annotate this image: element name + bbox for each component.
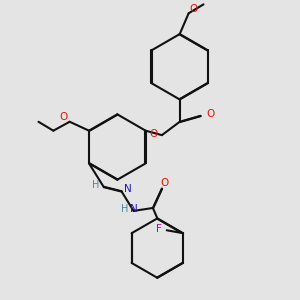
- Text: O: O: [206, 109, 214, 119]
- Text: N: N: [124, 184, 131, 194]
- Text: F: F: [156, 224, 162, 234]
- Text: N: N: [130, 204, 138, 214]
- Text: O: O: [161, 178, 169, 188]
- Text: H: H: [121, 204, 128, 214]
- Text: O: O: [189, 4, 197, 14]
- Text: O: O: [59, 112, 67, 122]
- Text: O: O: [149, 129, 158, 139]
- Text: H: H: [92, 180, 99, 190]
